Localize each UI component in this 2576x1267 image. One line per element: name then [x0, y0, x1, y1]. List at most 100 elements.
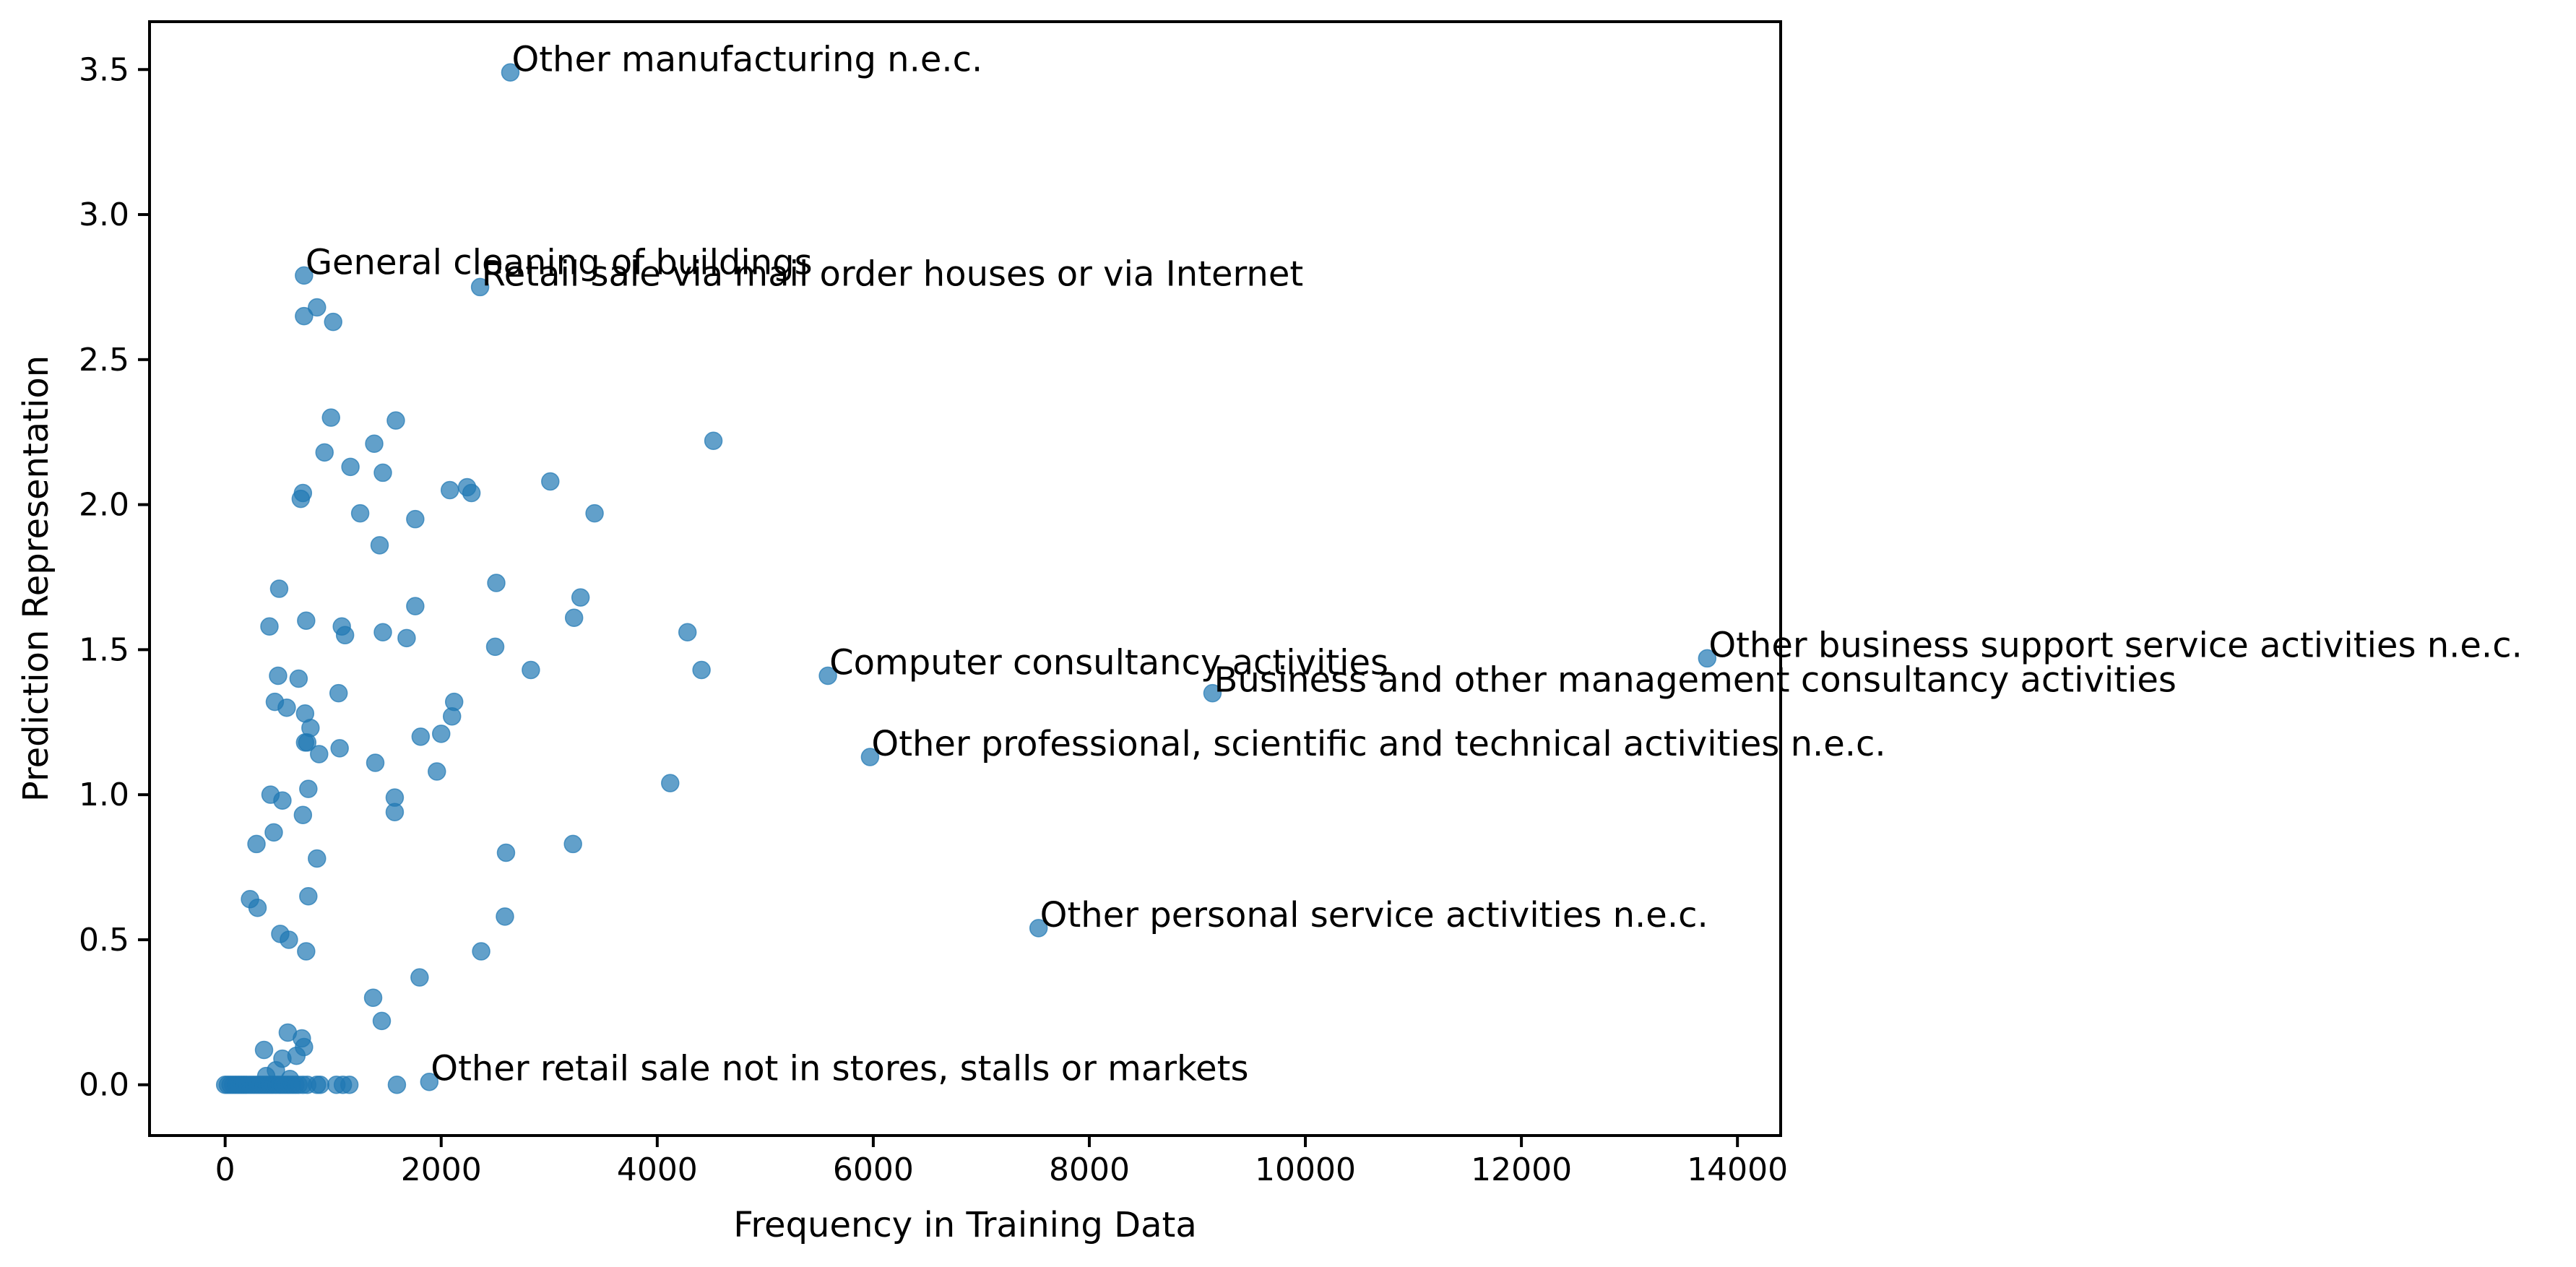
y-tick-label: 0.5	[79, 922, 129, 959]
scatter-point	[293, 805, 313, 825]
point-annotation: Other personal service activities n.e.c.	[1040, 895, 1708, 935]
annotations-layer: Other manufacturing n.e.c. General cleani…	[306, 39, 2523, 1089]
scatter-point	[370, 536, 389, 555]
scatter-point	[678, 623, 697, 642]
scatter-point	[431, 725, 451, 743]
scatter-point	[428, 762, 446, 781]
scatter-point	[563, 834, 582, 854]
point-annotation: Other retail sale not in stores, stalls …	[431, 1049, 1248, 1089]
scatter-point	[299, 886, 318, 906]
plot-frame	[148, 20, 1782, 1137]
scatter-point	[308, 298, 327, 317]
scatter-point	[397, 628, 416, 648]
scatter-point	[373, 463, 392, 483]
scatter-point	[372, 1011, 392, 1031]
scatter-point	[273, 791, 292, 810]
point-annotation: Other manufacturing n.e.c.	[511, 39, 982, 79]
y-tick-label: 0.0	[79, 1067, 129, 1104]
point-annotation: General cleaning of buildings	[306, 242, 813, 282]
scatter-point	[472, 942, 490, 961]
scatter-point	[501, 63, 520, 82]
scatter-point	[541, 472, 560, 491]
scatter-point	[571, 588, 590, 607]
scatter-point	[1698, 649, 1717, 668]
scatter-point	[496, 907, 514, 926]
scatter-point	[260, 617, 279, 636]
scatter-point	[297, 942, 316, 961]
scatter-point	[411, 727, 431, 746]
x-tick-label: 12000	[1471, 1151, 1572, 1188]
scatter-point	[310, 745, 329, 764]
scatter-point	[470, 277, 490, 297]
scatter-point	[564, 608, 584, 627]
scatter-point	[387, 1075, 407, 1094]
y-tick-label: 2.5	[79, 342, 129, 379]
x-tick-label: 8000	[1049, 1151, 1130, 1188]
scatter-point	[462, 483, 481, 503]
x-tick-label: 0	[215, 1151, 235, 1188]
scatter-point	[496, 843, 516, 862]
x-tick-label: 4000	[617, 1151, 698, 1188]
scatter-point	[692, 660, 711, 680]
scatter-point	[247, 834, 266, 854]
x-axis-title: Frequency in Training Data	[733, 1205, 1197, 1245]
y-tick-label: 3.5	[79, 51, 129, 88]
scatter-point	[350, 503, 370, 523]
y-tick-label: 3.0	[79, 196, 129, 233]
scatter-point	[335, 626, 355, 645]
scatter-point	[420, 1072, 439, 1091]
scatter-point	[522, 660, 540, 680]
scatter-point	[585, 503, 604, 523]
scatter-point	[291, 489, 311, 509]
scatter-point	[373, 623, 392, 642]
scatter-point	[410, 968, 429, 987]
scatter-point	[264, 823, 283, 842]
scatter-point	[363, 988, 383, 1008]
scatter-point	[298, 733, 317, 752]
scatter-point	[1029, 919, 1048, 938]
scatter-point	[365, 434, 384, 454]
y-tick-label: 2.0	[79, 487, 129, 524]
scatter-point	[341, 457, 360, 477]
point-annotation: Computer consultancy activities	[829, 643, 1388, 683]
scatter-point	[295, 306, 314, 326]
scatter-point	[324, 312, 342, 332]
ticks-layer: 0 2000 4000 6000 8000 10000 12000 14000 0.0 0.5 1.…	[79, 51, 1788, 1188]
x-tick-label: 6000	[833, 1151, 914, 1188]
scatter-point	[289, 669, 308, 688]
scatter-point	[248, 899, 267, 917]
scatter-point	[406, 509, 425, 529]
scatter-point	[295, 266, 314, 285]
scatter-point	[661, 774, 680, 792]
scatter-point	[315, 443, 334, 462]
points-layer	[215, 63, 1717, 1094]
scatter-point	[340, 1075, 359, 1094]
scatter-point	[860, 748, 880, 766]
scatter-point	[485, 637, 505, 657]
scatter-point	[385, 803, 405, 822]
scatter-point	[299, 779, 318, 798]
scatter-point	[442, 706, 462, 726]
x-tick-label: 2000	[401, 1151, 482, 1188]
scatter-point	[440, 480, 459, 500]
scatter-point	[386, 411, 405, 430]
scatter-point	[321, 408, 340, 427]
point-annotation: Other business support service activitie…	[1708, 625, 2523, 665]
scatter-point	[487, 574, 506, 592]
scatter-point	[329, 683, 348, 703]
x-tick-label: 14000	[1687, 1151, 1788, 1188]
scatter-point	[1203, 683, 1222, 703]
y-tick-label: 1.5	[79, 631, 129, 668]
scatter-point	[297, 611, 316, 630]
scatter-point	[311, 1075, 330, 1094]
scatter-point	[308, 849, 327, 868]
x-tick-label: 10000	[1255, 1151, 1356, 1188]
scatter-point	[330, 739, 349, 758]
scatter-point	[704, 431, 723, 451]
scatter-point	[818, 666, 837, 686]
y-tick-label: 1.0	[79, 777, 129, 813]
scatter-point	[269, 666, 288, 686]
scatter-point	[406, 597, 425, 615]
scatter-point	[366, 753, 385, 772]
